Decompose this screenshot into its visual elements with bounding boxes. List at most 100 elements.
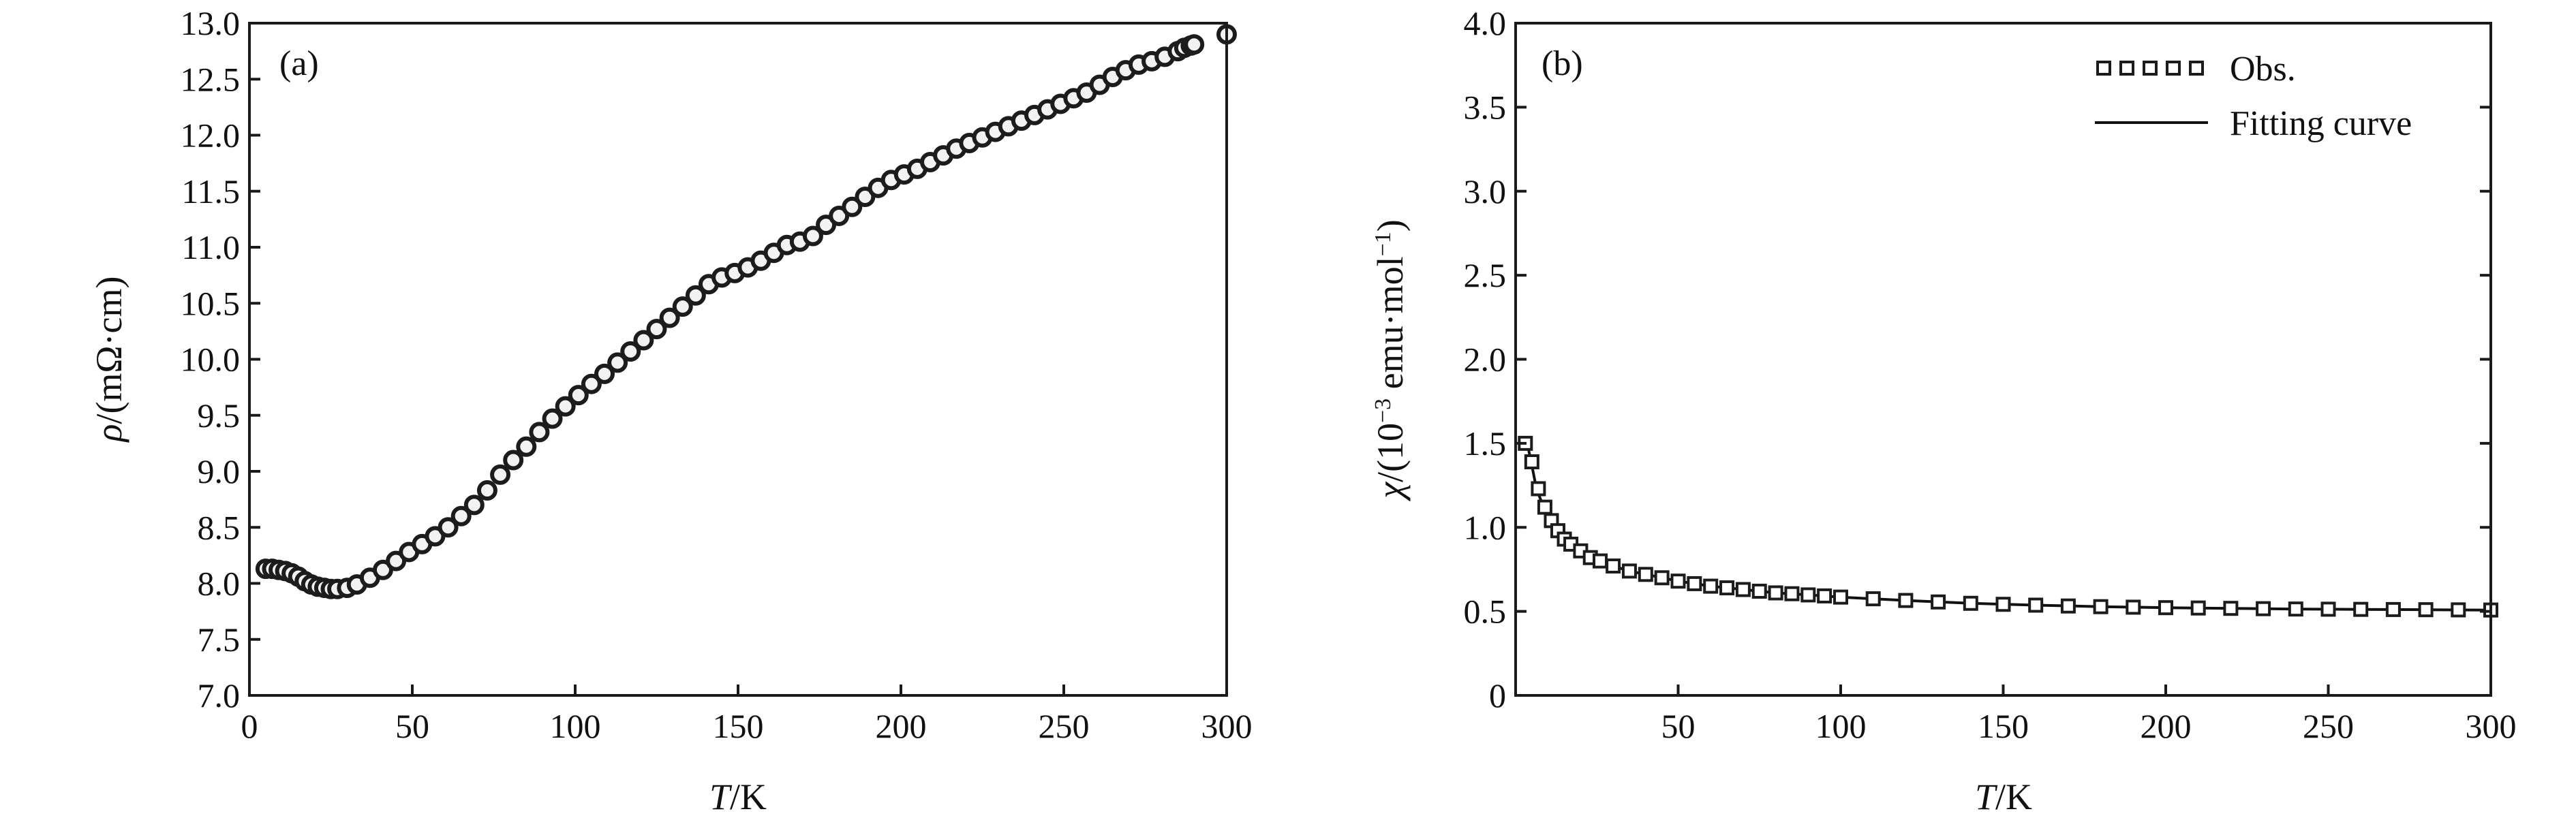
panel-b-x-axis-title: T/K [1975, 776, 2032, 817]
panel-b-x-axis-title-symbol: T [1975, 776, 1998, 817]
panel-b-data-point [2093, 599, 2109, 614]
panel-a-y-tick-label: 9.5 [198, 396, 241, 435]
panel-b-data-point [2320, 601, 2336, 617]
legend-obs-label: Obs. [2230, 50, 2296, 89]
panel-b-data-point [1537, 499, 1552, 515]
panel-a-y-tick-label: 8.5 [198, 508, 241, 546]
panel-a-x-tick-label: 100 [550, 707, 601, 745]
panel-b-data-point [1654, 570, 1670, 586]
panel-b-data-point [1931, 594, 1946, 610]
panel-b-data-point [1524, 454, 1539, 470]
panel-a-y-tick-label: 7.5 [198, 620, 241, 659]
panel-a-data-point [516, 436, 537, 457]
panel-b-y-ticks: 0 0.5 1.0 1.5 2.0 2.5 3.0 3.5 4.0 [1464, 4, 2491, 714]
panel-a-data-point [450, 505, 472, 526]
panel-a-x-axis-title-symbol: T [709, 776, 733, 817]
panel-a-x-tick-label: 300 [1201, 707, 1253, 745]
panel-a-points [255, 24, 1237, 599]
legend-obs-marker-square [2189, 61, 2204, 76]
panel-b-x-tick-label: 300 [2466, 707, 2517, 745]
panel-b-y-tick-label: 3.0 [1464, 172, 1507, 210]
panel-b-data-point [2028, 597, 2044, 613]
panel-b-y-tick-label: 2.5 [1464, 256, 1507, 294]
panel-a-y-ticks: 7.0 7.5 8.0 8.5 9.0 9.5 10.0 10.5 11.0 11.5 12.0 12… [181, 4, 260, 714]
panel-b-data-point [1638, 567, 1653, 582]
panel-a-data-point [555, 396, 576, 417]
panel-b-fitting-curve [1524, 437, 2491, 612]
legend-obs-marker-square [2119, 61, 2134, 76]
panel-a-y-axis-title-symbol: ρ [89, 424, 129, 443]
panel-b-data-point [2418, 602, 2434, 618]
panel-a-x-tick-label: 200 [876, 707, 927, 745]
panel-b-data-point [2126, 599, 2141, 615]
panel-b-data-point [1833, 589, 1848, 605]
panel-b-y-axis-title-symbol: χ [1370, 482, 1411, 502]
panel-a-data-point [594, 363, 615, 384]
panel-b-data-point [2256, 601, 2271, 616]
panel-a-y-tick-label: 12.0 [181, 116, 241, 155]
panel-a-x-tick-label: 0 [241, 707, 258, 745]
panel-b-legend: Obs. Fitting curve [2095, 50, 2412, 143]
panel-a-data-point [620, 341, 641, 362]
panel-b-data-point [1784, 586, 1800, 601]
panel-b-data-point [2288, 601, 2303, 617]
panel-b-data-point [1621, 563, 1637, 579]
panel-b-y-tick-label: 1.5 [1464, 424, 1507, 462]
legend-fit-label: Fitting curve [2230, 104, 2412, 143]
legend-obs-marker-square [2166, 61, 2181, 76]
panel-a-y-tick-label: 11.5 [181, 172, 240, 210]
panel-a-data-point [490, 464, 511, 485]
legend-obs-marker [2096, 61, 2204, 76]
panel-a-data-point [842, 196, 863, 217]
panel-a-y-tick-label: 11.0 [181, 228, 240, 266]
panel-a-y-tick-label: 12.5 [181, 60, 241, 98]
panel-b-data-point [2060, 598, 2076, 614]
panel-a-y-tick-label: 9.0 [198, 452, 241, 490]
panel-a-data-point [672, 296, 693, 317]
panel-b-data-point [1531, 481, 1546, 497]
panel-b-data-point [1995, 597, 2011, 612]
panel-b-data-point [2353, 601, 2369, 617]
panel-a-x-ticks: 0 50 100 150 200 250 300 [241, 685, 1253, 745]
panel-b-y-axis-title-pre: /(10 [1370, 423, 1411, 482]
panel-a-data-point [463, 494, 485, 516]
panel-b-y-tick-label: 3.5 [1464, 88, 1507, 126]
panel-b-x-tick-label: 100 [1815, 707, 1867, 745]
panel-b-x-axis-title-unit: /K [1995, 776, 2032, 817]
panel-a-data-point [476, 479, 497, 501]
panel-b-x-ticks: 50 100 150 200 250 300 [1661, 685, 2517, 745]
panel-a-x-tick-label: 150 [713, 707, 764, 745]
panel-a-data-point [646, 319, 667, 340]
panel-a-x-axis-title: T/K [709, 776, 767, 817]
panel-b-y-tick-label: 1.0 [1464, 508, 1507, 546]
panel-a-x-tick-label: 50 [395, 707, 429, 745]
panel-b-data-point [1606, 559, 1621, 574]
panel-b-x-tick-label: 200 [2141, 707, 2192, 745]
panel-a-data-point [529, 422, 550, 443]
panel-b-data-point [1719, 580, 1735, 596]
panel-b-y-tick-label: 4.0 [1464, 4, 1507, 42]
panel-b-data-point [1751, 584, 1767, 599]
panel-a-y-tick-label: 13.0 [181, 4, 241, 42]
panel-b-y-tick-label: 0 [1489, 676, 1506, 714]
panel-a-data-point [542, 408, 563, 429]
panel-a-y-tick-label: 8.0 [198, 565, 241, 603]
panel-b-y-axis-title-exp1: −3 [1370, 398, 1396, 423]
panel-b-data-point [1800, 587, 1816, 603]
panel-b-data-point [1687, 576, 1702, 591]
legend-obs-marker-square [2096, 61, 2111, 76]
panel-b-label: (b) [1542, 44, 1583, 83]
panel-b-y-tick-label: 0.5 [1464, 593, 1507, 631]
panel-b-x-tick-label: 250 [2303, 707, 2354, 745]
panel-b-data-point [1865, 591, 1881, 607]
panel-b-data-point [2190, 600, 2206, 616]
panel-a-y-tick-label: 10.0 [181, 341, 241, 379]
panel-a: 7.0 7.5 8.0 8.5 9.0 9.5 10.0 10.5 11.0 11.5 12.0 12… [89, 4, 1253, 817]
panel-b-data-point [1670, 573, 1686, 589]
panel-a-y-axis-title: ρ/(mΩ·cm) [89, 277, 129, 443]
panel-a-data-point [438, 517, 459, 538]
panel-b-data-point [2158, 600, 2173, 616]
panel-b-data-point [2451, 602, 2466, 618]
panel-a-x-tick-label: 250 [1039, 707, 1090, 745]
